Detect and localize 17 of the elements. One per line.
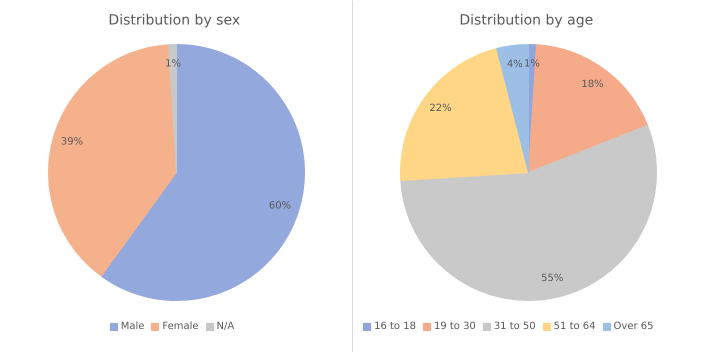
legend-label: 19 to 30 [434, 320, 476, 332]
legend-label: 51 to 64 [554, 320, 596, 332]
data-label: 22% [429, 103, 452, 114]
data-label: 39% [60, 136, 84, 148]
legend-label: Female [162, 320, 199, 332]
data-label: 1% [165, 58, 182, 70]
data-label: 4% [506, 59, 523, 70]
legend-label: Over 65 [614, 320, 654, 332]
legend-label: 31 to 50 [494, 320, 536, 332]
data-label: 18% [581, 78, 604, 90]
legend-label: N/A [216, 320, 236, 332]
legend-label: 16 to 18 [374, 320, 416, 332]
chart-title: Distribution by sex [108, 12, 240, 28]
chart-title: Distribution by age [459, 12, 594, 28]
data-label: 55% [541, 273, 564, 284]
data-label: 60% [268, 200, 292, 212]
legend-label: Male [120, 320, 144, 332]
